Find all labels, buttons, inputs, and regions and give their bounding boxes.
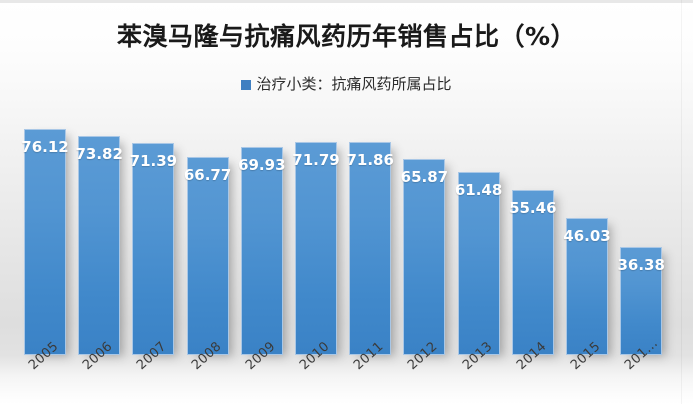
bar[interactable] — [349, 141, 392, 355]
bar[interactable] — [186, 156, 229, 355]
bar[interactable] — [403, 159, 446, 355]
chart-title: 苯溴马隆与抗痛风药历年销售占比（%） — [116, 22, 577, 51]
bar[interactable] — [511, 190, 554, 355]
top-divider — [0, 0, 693, 3]
bar[interactable] — [24, 128, 66, 355]
chart-legend: 治疗小类：抗痛风药所属占比 — [0, 73, 693, 94]
legend-swatch-icon — [241, 79, 252, 90]
bar[interactable] — [620, 246, 663, 355]
bar[interactable] — [132, 142, 175, 355]
legend-series-label: 治疗小类：抗痛风药所属占比 — [256, 75, 452, 93]
bar[interactable] — [78, 135, 121, 355]
bar[interactable] — [295, 141, 337, 355]
bar[interactable] — [457, 172, 500, 355]
bar[interactable] — [240, 147, 283, 355]
bar[interactable] — [566, 218, 608, 355]
plot-area-right-edge — [681, 0, 682, 404]
